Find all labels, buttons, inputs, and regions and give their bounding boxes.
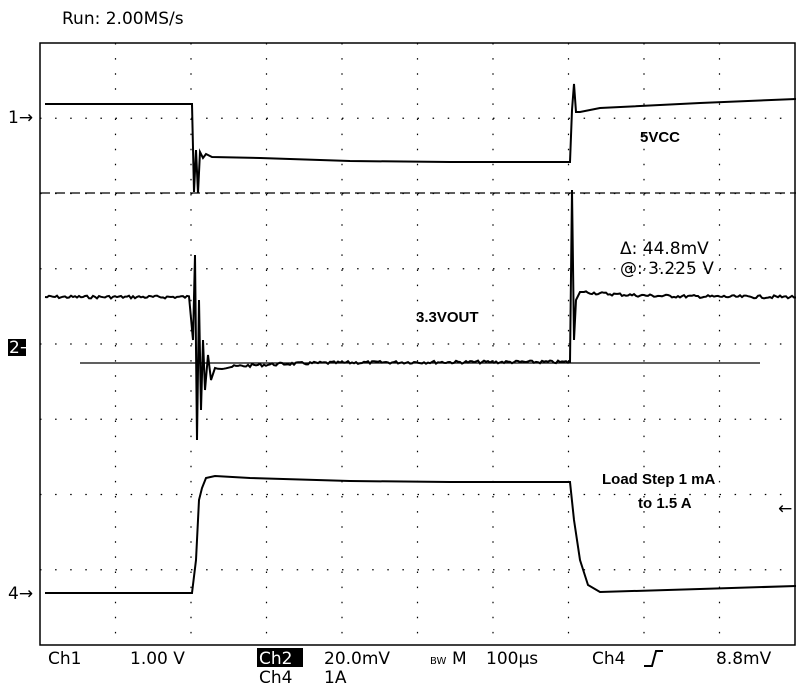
ch1-trace — [45, 83, 796, 194]
footer-ch4: Ch4 — [259, 668, 292, 688]
cursor-delta: Δ: 44.8mV — [620, 239, 709, 259]
annotation: to 1.5 A — [638, 495, 692, 512]
graticule — [40, 43, 795, 645]
ch2-marker: 2→ — [9, 338, 34, 358]
footer-timebase: 100µs — [486, 649, 538, 669]
footer-ch2-scale: 20.0mV — [324, 649, 390, 669]
footer-ch2: Ch2 — [259, 649, 292, 669]
run-status: Run: 2.00MS/s — [62, 9, 184, 29]
ch2-trace — [44, 189, 796, 441]
ch4-trace — [45, 474, 796, 594]
trigger-marker: ← — [778, 499, 792, 519]
trigger-slope — [644, 650, 663, 667]
annotation: 3.3VOUT — [416, 309, 479, 326]
cursor-position: @: 3.225 V — [620, 259, 714, 279]
footer-bw: BW — [430, 656, 447, 667]
footer-ch2-bg — [257, 648, 303, 667]
ch2-marker-bg — [8, 339, 26, 356]
footer-ch4-scale: 1A — [324, 668, 347, 688]
annotation: 5VCC — [640, 129, 680, 146]
footer-ch1: Ch1 — [48, 649, 81, 669]
ch1-marker: 1→ — [8, 108, 33, 128]
annotation: Load Step 1 mA — [602, 471, 716, 488]
footer-trigger-level: 8.8mV — [716, 649, 772, 669]
ch4-marker: 4→ — [8, 584, 33, 604]
footer-trigger-source: Ch4 — [592, 649, 625, 669]
footer-ch1-scale: 1.00 V — [130, 649, 185, 669]
footer-mode: M — [452, 649, 467, 669]
